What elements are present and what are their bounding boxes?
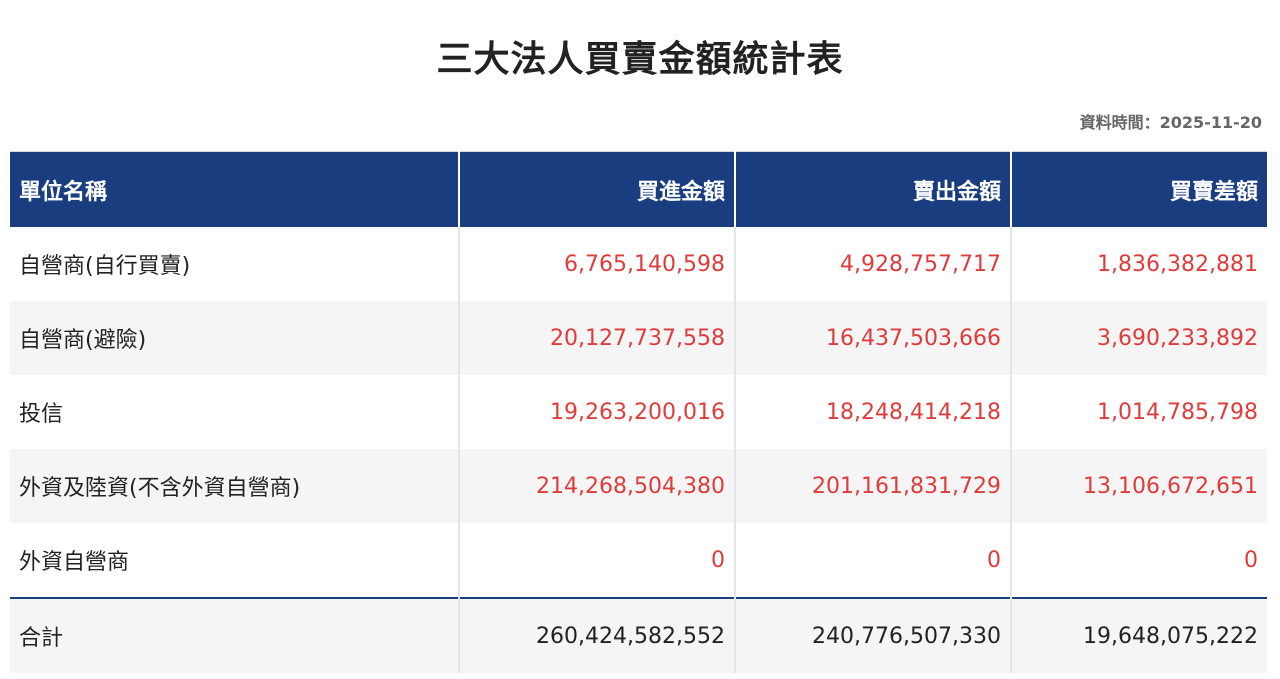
row-sell-amount: 0 [735,523,1012,598]
header-buy-amount: 買進金額 [459,151,736,227]
data-date-value: 2025-11-20 [1159,113,1262,132]
row-buy-amount: 6,765,140,598 [459,227,736,301]
row-unit-name: 自營商(自行買賣) [10,227,460,301]
header-net-amount: 買賣差額 [1011,151,1267,227]
row-sell-amount: 201,161,831,729 [735,449,1012,523]
total-label: 合計 [10,597,460,673]
row-unit-name: 自營商(避險) [10,301,460,375]
row-unit-name: 投信 [10,375,460,449]
row-net-amount: 0 [1011,523,1267,598]
total-sell-amount: 240,776,507,330 [735,597,1012,673]
row-sell-amount: 18,248,414,218 [735,375,1012,449]
row-net-amount: 13,106,672,651 [1011,449,1267,523]
institutional-trading-table: 單位名稱 買進金額 賣出金額 買賣差額 自營商(自行買賣) 6,765,140,… [10,151,1267,673]
header-sell-amount: 賣出金額 [735,151,1012,227]
row-net-amount: 3,690,233,892 [1011,301,1267,375]
table-row: 外資自營商 0 0 0 [10,523,1267,598]
table-row: 自營商(自行買賣) 6,765,140,598 4,928,757,717 1,… [10,227,1267,301]
page-title: 三大法人買賣金額統計表 [436,39,844,80]
row-buy-amount: 20,127,737,558 [459,301,736,375]
table-row: 外資及陸資(不含外資自營商) 214,268,504,380 201,161,8… [10,449,1267,523]
header-unit-name: 單位名稱 [10,151,460,227]
row-buy-amount: 214,268,504,380 [459,449,736,523]
table-row: 自營商(避險) 20,127,737,558 16,437,503,666 3,… [10,301,1267,375]
data-date-label: 資料時間： [1079,113,1160,132]
table-total-row: 合計 260,424,582,552 240,776,507,330 19,64… [10,597,1267,673]
total-buy-amount: 260,424,582,552 [459,597,736,673]
row-unit-name: 外資及陸資(不含外資自營商) [10,449,460,523]
table-row: 投信 19,263,200,016 18,248,414,218 1,014,7… [10,375,1267,449]
row-sell-amount: 4,928,757,717 [735,227,1012,301]
row-net-amount: 1,836,382,881 [1011,227,1267,301]
row-unit-name: 外資自營商 [10,523,460,598]
row-buy-amount: 19,263,200,016 [459,375,736,449]
total-net-amount: 19,648,075,222 [1011,597,1267,673]
row-sell-amount: 16,437,503,666 [735,301,1012,375]
table-header-row: 單位名稱 買進金額 賣出金額 買賣差額 [10,151,1267,227]
row-net-amount: 1,014,785,798 [1011,375,1267,449]
data-date: 資料時間：2025-11-20 [1080,112,1262,134]
row-buy-amount: 0 [459,523,736,598]
